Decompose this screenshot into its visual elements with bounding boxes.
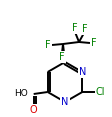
Text: N: N — [61, 97, 69, 107]
Text: F: F — [91, 38, 97, 48]
Text: HO: HO — [14, 88, 28, 97]
Text: N: N — [79, 67, 86, 77]
Text: O: O — [30, 105, 38, 115]
Text: F: F — [59, 52, 65, 62]
Text: Cl: Cl — [96, 87, 105, 97]
Text: F: F — [45, 40, 51, 50]
Text: F: F — [72, 23, 78, 33]
Text: F: F — [82, 24, 88, 34]
